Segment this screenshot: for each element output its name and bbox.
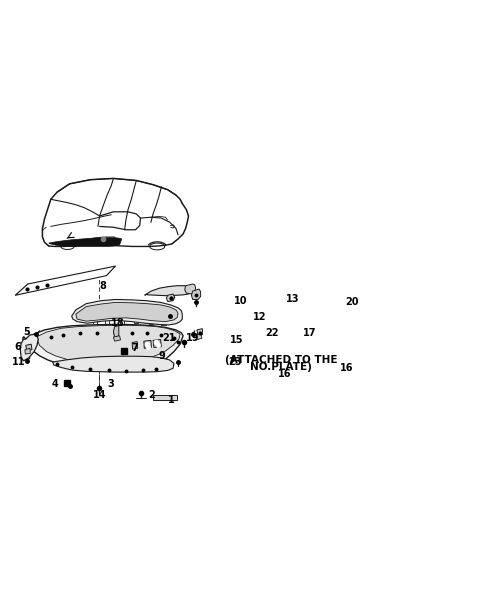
Polygon shape: [167, 294, 175, 301]
Text: 5: 5: [23, 327, 30, 337]
Polygon shape: [132, 342, 138, 349]
Polygon shape: [72, 300, 182, 325]
Text: 9: 9: [158, 351, 165, 361]
Text: 14: 14: [93, 391, 106, 401]
Polygon shape: [15, 266, 116, 296]
Text: 22: 22: [266, 328, 279, 338]
Polygon shape: [192, 289, 201, 300]
FancyBboxPatch shape: [248, 349, 314, 397]
Polygon shape: [23, 324, 183, 370]
Polygon shape: [113, 326, 119, 338]
Text: 17: 17: [302, 328, 316, 338]
Polygon shape: [144, 340, 151, 348]
Text: 13: 13: [286, 294, 299, 304]
Text: 4: 4: [52, 379, 59, 389]
Text: 21: 21: [162, 333, 176, 343]
Text: 2: 2: [148, 391, 155, 401]
Text: 23: 23: [228, 357, 241, 367]
Polygon shape: [153, 340, 161, 348]
Polygon shape: [153, 395, 177, 400]
Text: 19: 19: [186, 333, 200, 343]
Text: 6: 6: [14, 342, 21, 352]
Polygon shape: [26, 344, 32, 351]
Text: 16: 16: [278, 369, 292, 379]
Polygon shape: [25, 348, 30, 354]
Text: NO.PLATE): NO.PLATE): [251, 362, 312, 372]
Text: 10: 10: [234, 296, 248, 306]
Text: 11: 11: [12, 357, 25, 367]
Text: 20: 20: [345, 297, 359, 307]
Text: 18: 18: [111, 319, 125, 328]
Polygon shape: [113, 336, 120, 341]
Text: 16: 16: [340, 363, 354, 374]
Text: 7: 7: [132, 343, 138, 353]
Text: 1: 1: [168, 395, 174, 405]
Polygon shape: [48, 238, 122, 246]
Polygon shape: [196, 334, 202, 340]
Polygon shape: [76, 303, 178, 322]
Text: 12: 12: [253, 313, 267, 323]
Text: 3: 3: [107, 379, 114, 389]
Polygon shape: [20, 334, 38, 361]
Polygon shape: [185, 284, 196, 294]
Polygon shape: [144, 285, 192, 296]
Polygon shape: [36, 325, 180, 365]
Polygon shape: [197, 329, 203, 336]
Text: 15: 15: [230, 335, 244, 345]
Polygon shape: [53, 356, 174, 372]
Text: 8: 8: [100, 281, 107, 291]
Text: (ATTACHED TO THE: (ATTACHED TO THE: [225, 355, 337, 365]
